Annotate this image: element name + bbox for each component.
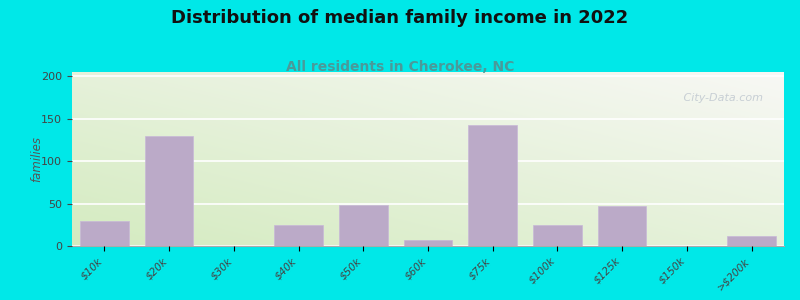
Bar	[727, 236, 776, 246]
Bar	[598, 206, 646, 246]
Bar	[533, 225, 582, 246]
Bar	[339, 205, 387, 246]
Bar	[274, 225, 323, 246]
Bar	[80, 220, 129, 246]
Text: City-Data.com: City-Data.com	[673, 93, 762, 103]
Text: Distribution of median family income in 2022: Distribution of median family income in …	[171, 9, 629, 27]
Text: All residents in Cherokee, NC: All residents in Cherokee, NC	[286, 60, 514, 74]
Bar	[404, 240, 452, 246]
Bar	[469, 125, 517, 246]
Y-axis label: families: families	[30, 136, 43, 182]
Bar	[145, 136, 194, 246]
